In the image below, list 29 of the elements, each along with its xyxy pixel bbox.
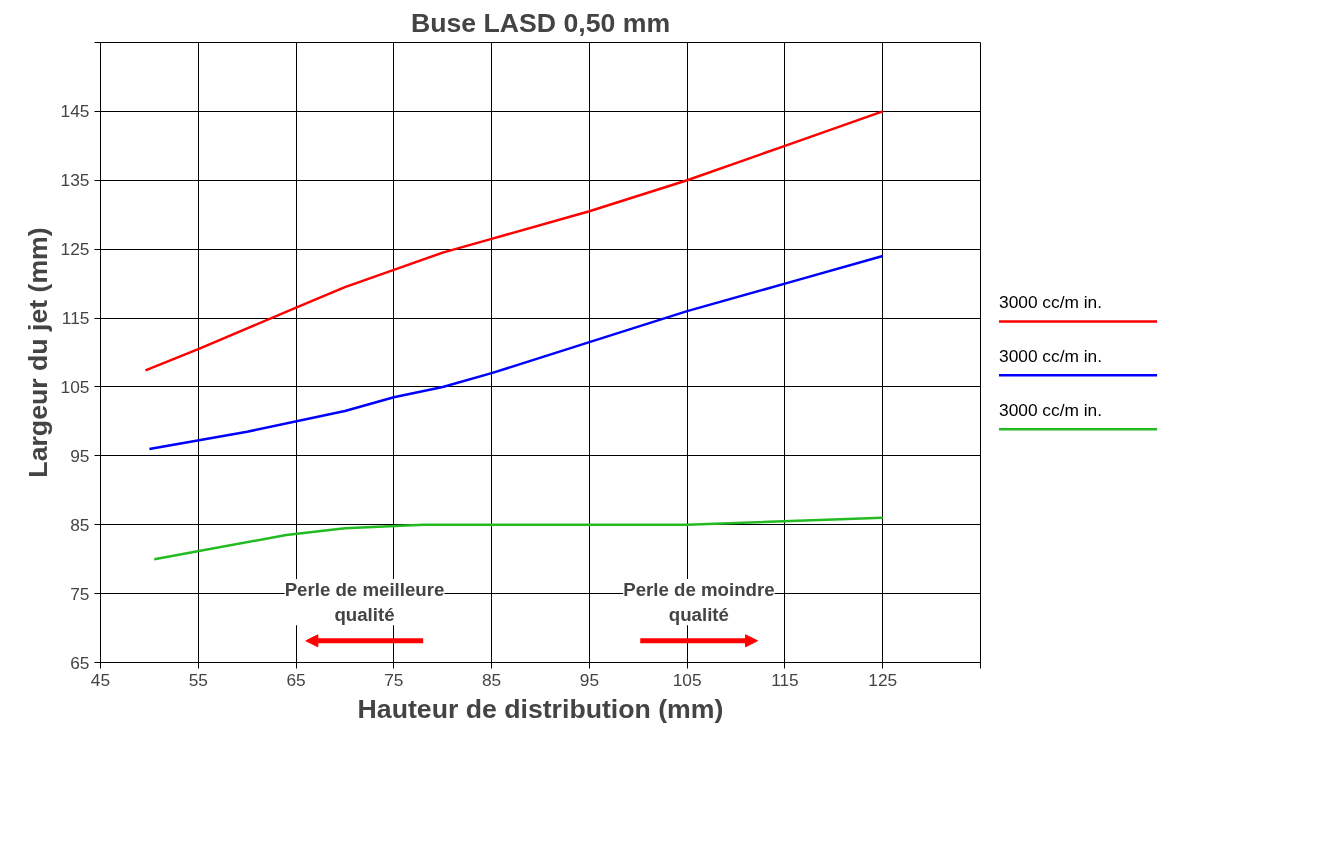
y-tick-label: 85 — [70, 514, 90, 535]
y-tick-label: 105 — [60, 376, 90, 397]
x-tick-label: 75 — [384, 669, 404, 690]
y-tick-label: 125 — [60, 239, 90, 260]
y-tick-label: 75 — [70, 583, 90, 604]
y-tick-label: 145 — [60, 101, 90, 122]
y-tick-label: 65 — [70, 652, 90, 673]
chart-title: Buse LASD 0,50 mm — [410, 7, 671, 38]
y-tick-label: 115 — [61, 308, 90, 329]
y-tick-label: 95 — [70, 445, 90, 466]
x-tick-label: 125 — [868, 669, 898, 690]
line-series — [148, 254, 884, 451]
x-axis-title: Hauteur de distribution (mm) — [357, 693, 724, 724]
x-tick-label: 45 — [90, 669, 111, 690]
text: 3000 cc/m in. — [999, 399, 1103, 420]
text: 3000 cc/m in. — [999, 291, 1103, 312]
x-tick-label: 55 — [188, 669, 208, 690]
y-axis-title: Largeur du jet (mm) — [22, 227, 53, 478]
y-tick-label: 135 — [60, 170, 90, 191]
x-tick-label: 115 — [771, 669, 799, 690]
x-tick-label: 65 — [286, 669, 306, 690]
annotation: Perle de meilleure qualité — [284, 579, 445, 626]
line-series — [153, 516, 884, 561]
text: 3000 cc/m in. — [999, 345, 1103, 366]
annotation: Perle de moindre qualité — [623, 579, 775, 626]
x-tick-label: 85 — [481, 669, 502, 690]
x-tick-label: 105 — [672, 669, 702, 690]
x-tick-label: 95 — [579, 669, 600, 690]
line-series — [144, 110, 884, 372]
